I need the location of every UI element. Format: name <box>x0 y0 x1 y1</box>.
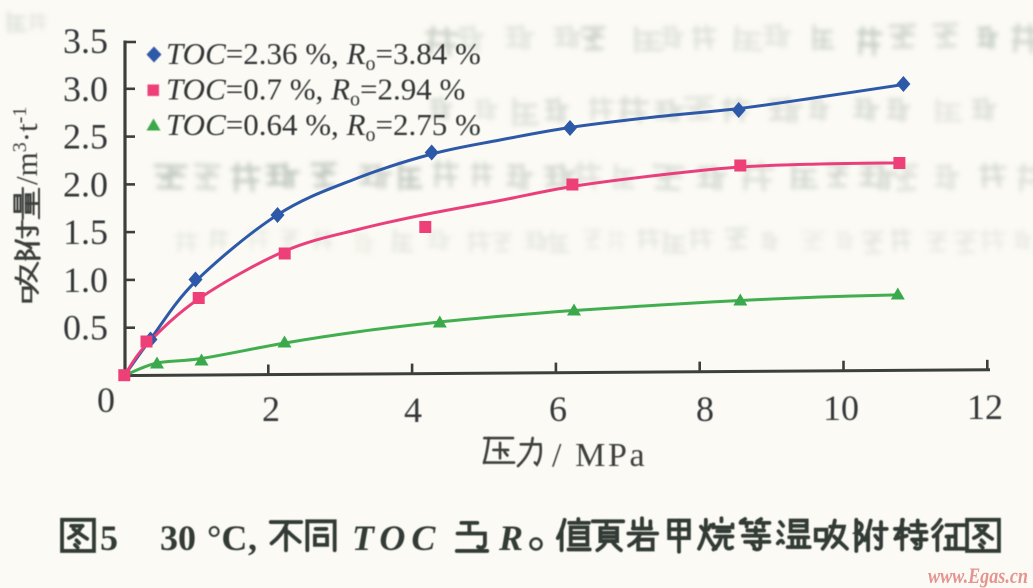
svg-text:3.0: 3.0 <box>63 69 108 109</box>
svg-text:/ MPa: / MPa <box>552 437 647 474</box>
svg-text:12: 12 <box>967 387 1003 427</box>
svg-text:TOC=0.7 %, Ro=2.94 %: TOC=0.7 %, Ro=2.94 % <box>166 72 465 111</box>
svg-text:1.0: 1.0 <box>63 260 108 300</box>
svg-text:30: 30 <box>160 518 196 558</box>
svg-text:3.5: 3.5 <box>63 21 108 61</box>
svg-text:5: 5 <box>100 518 118 558</box>
svg-text:1.5: 1.5 <box>63 212 108 252</box>
svg-text:2.0: 2.0 <box>63 164 108 204</box>
svg-text:°C: °C <box>207 518 247 558</box>
svg-text:www.Egas.cn: www.Egas.cn <box>928 563 1028 588</box>
svg-text:0.5: 0.5 <box>63 308 108 348</box>
svg-text:TOC=0.64 %, Ro=2.75 %: TOC=0.64 %, Ro=2.75 % <box>166 107 481 146</box>
svg-text:4: 4 <box>404 390 422 430</box>
svg-text:2.5: 2.5 <box>63 117 108 157</box>
svg-text:0: 0 <box>97 380 115 420</box>
svg-text:2: 2 <box>262 389 280 429</box>
svg-text:TOC: TOC <box>352 518 441 558</box>
svg-text:6: 6 <box>549 389 567 429</box>
svg-text:TOC=2.36 %, Ro=3.84 %: TOC=2.36 %, Ro=3.84 % <box>166 36 481 75</box>
svg-text:8: 8 <box>696 389 714 429</box>
svg-text:R: R <box>498 518 523 558</box>
svg-text:10: 10 <box>823 388 859 428</box>
svg-text:,: , <box>248 518 257 558</box>
